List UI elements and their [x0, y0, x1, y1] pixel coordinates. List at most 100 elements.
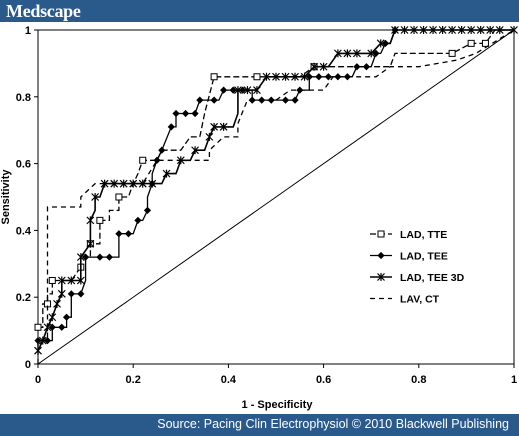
data-point-lad-tee-3d	[352, 49, 361, 58]
data-point-lad-tee-3d	[67, 276, 76, 285]
data-point-lad-tee	[167, 123, 175, 131]
data-point-lad-tee	[196, 96, 204, 104]
data-point-lad-tee-3d	[191, 146, 200, 155]
data-point-lad-tee-3d	[53, 299, 61, 308]
data-point-lad-tee-3d	[86, 239, 95, 248]
data-point-lad-tee	[62, 313, 71, 321]
roc-chart: 0 0.2 0.4 0.6 0.8 1 00.20.40.60.81 LAD, TTELA…	[0, 25, 518, 411]
data-point-lad-tee	[172, 109, 180, 118]
data-point-lad-tee-3d	[419, 26, 428, 34]
data-point-lad-tee-3d	[457, 26, 466, 34]
data-point-lad-tee-3d	[510, 26, 518, 34]
data-point-lad-tte	[96, 216, 104, 224]
data-point-lad-tee-3d	[110, 179, 119, 188]
data-point-lad-tee-3d	[400, 26, 409, 34]
legend: LAD, TTE LAD, TEE LAD, TEE 3D LAV, CT	[370, 229, 465, 306]
legend-label-lad-tee: LAD, TEE	[400, 251, 448, 263]
data-point-lad-tee-3d	[129, 179, 138, 188]
legend-label-lav-ct: LAV, CT	[400, 294, 440, 306]
legend-marker-lad-tte	[377, 230, 385, 238]
data-point-lad-tee-3d	[272, 72, 280, 81]
series-lav-ct	[37, 29, 515, 364]
series-lines	[34, 26, 518, 364]
data-point-lad-tee-3d	[467, 26, 476, 34]
series-lad-tee	[34, 26, 514, 351]
data-point-lad-tee	[134, 216, 142, 224]
data-point-lad-tte	[48, 277, 56, 284]
y-tick-label: 0.2	[16, 292, 31, 304]
data-point-lad-tee-3d	[86, 216, 95, 225]
data-point-lad-tte	[139, 156, 147, 164]
data-point-lad-tee-3d	[57, 289, 66, 298]
data-point-lad-tee	[372, 49, 380, 57]
data-point-lad-tee-3d	[300, 72, 309, 81]
series-line-lav-ct	[37, 29, 515, 364]
data-point-lad-tee-3d	[343, 49, 352, 58]
data-point-lad-tee-3d	[148, 179, 157, 188]
data-point-lad-tee-3d	[91, 193, 100, 201]
data-point-lad-tee	[82, 253, 90, 261]
data-point-lad-tte	[448, 49, 456, 57]
data-point-lad-tee-3d	[76, 253, 85, 262]
data-point-lad-tee-3d	[281, 72, 290, 81]
legend-label-lad-tee-3d: LAD, TEE 3D	[400, 272, 465, 284]
data-point-lad-tee	[296, 86, 304, 94]
data-point-lad-tee-3d	[262, 72, 271, 81]
data-point-lad-tee	[210, 96, 218, 104]
data-point-lad-tee-3d	[376, 39, 385, 48]
data-point-lad-tee-3d	[233, 86, 242, 95]
legend-marker-lad-tee	[377, 251, 385, 260]
data-point-lad-tee-3d	[448, 26, 457, 34]
data-point-lad-tee-3d	[210, 122, 219, 131]
data-point-lad-tee	[143, 206, 152, 214]
data-point-lad-tee	[158, 146, 166, 154]
header-banner: Medscape	[0, 0, 519, 22]
x-tick-label: 0.6	[316, 374, 331, 386]
data-point-lad-tee	[67, 290, 75, 298]
data-point-lad-tee	[96, 253, 104, 261]
data-point-lad-tee	[324, 73, 332, 81]
data-point-lad-tee	[77, 290, 85, 298]
x-tick-label: 0.8	[411, 374, 426, 386]
x-tick-labels: 0 0.2 0.4 0.6 0.8 1	[35, 364, 517, 386]
reference-diagonal	[37, 29, 515, 365]
data-point-lad-tee-3d	[476, 26, 485, 34]
data-point-lad-tee	[34, 337, 42, 345]
data-point-lad-tee-3d	[119, 179, 128, 188]
plot-border	[37, 29, 515, 365]
medscape-logo[interactable]: Medscape	[6, 1, 81, 21]
data-point-lad-tee	[220, 86, 228, 94]
y-tick-label: 0.8	[16, 92, 31, 104]
data-point-lad-tee-3d	[310, 62, 319, 71]
data-point-lad-tee-3d	[291, 72, 299, 81]
x-axis-label: 1 - Specificity	[242, 399, 314, 411]
data-point-lad-tte	[34, 323, 42, 331]
data-point-lad-tte	[253, 73, 261, 81]
data-point-lad-tee	[105, 253, 113, 261]
series-line-lad-tee-3d	[37, 29, 514, 351]
data-point-lad-tte	[467, 39, 475, 47]
y-tick-labels: 0 0.2 0.4 0.6 0.8 1	[16, 25, 38, 371]
series-lad-tee-3d	[34, 26, 518, 355]
data-point-lad-tee	[48, 323, 56, 331]
x-tick-label: 1	[511, 374, 517, 386]
y-tick-label: 0.6	[16, 159, 31, 171]
source-credit: Source: Pacing Clin Electrophysiol © 201…	[157, 417, 509, 431]
data-point-lad-tee	[362, 63, 371, 71]
y-tick-label: 0.4	[16, 225, 32, 237]
data-point-lad-tee-3d	[319, 62, 328, 71]
legend-marker-lad-tee-3d	[377, 273, 385, 281]
data-point-lad-tee	[115, 230, 123, 238]
data-point-lad-tee-3d	[57, 276, 66, 285]
data-point-lad-tee-3d	[391, 26, 399, 34]
data-point-lad-tee-3d	[243, 86, 252, 95]
data-point-lad-tee	[191, 109, 199, 118]
data-point-lad-tee	[124, 230, 133, 238]
data-point-lad-tte	[481, 39, 489, 47]
data-point-lad-tee	[353, 63, 361, 71]
data-point-lad-tte	[210, 73, 218, 81]
data-point-lad-tee-3d	[410, 26, 418, 34]
footer-banner: Source: Pacing Clin Electrophysiol © 201…	[0, 414, 519, 436]
data-point-lad-tee-3d	[76, 276, 85, 285]
